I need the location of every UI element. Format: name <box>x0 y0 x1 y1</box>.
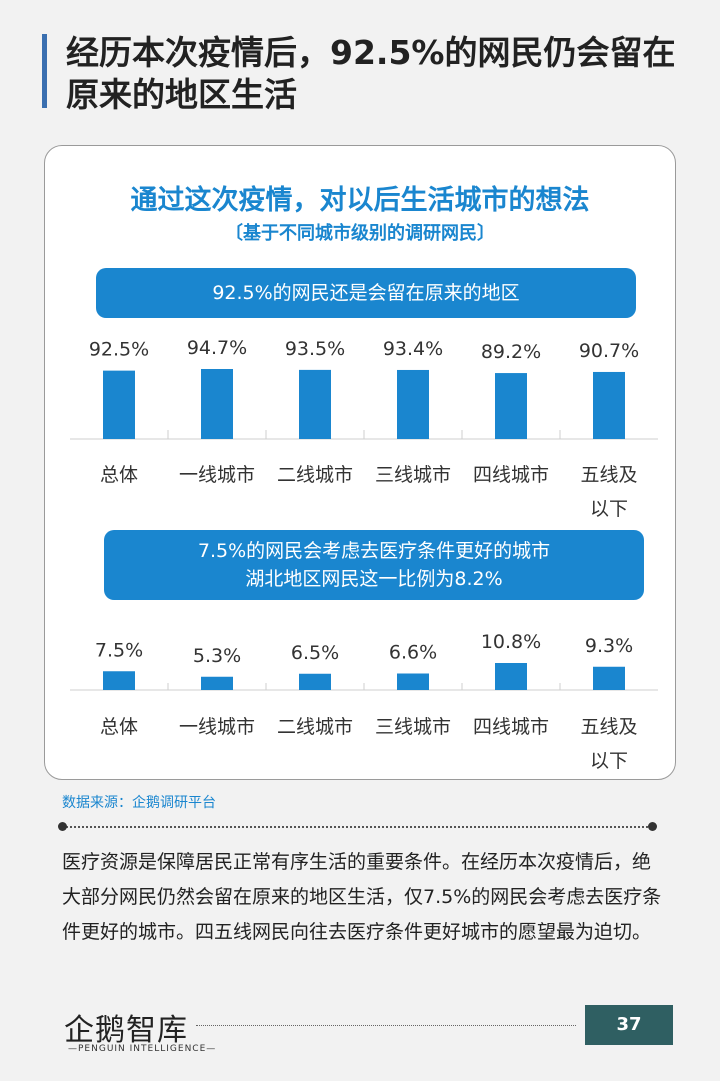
chart2-bar <box>103 671 135 690</box>
chart-title: 通过这次疫情，对以后生活城市的想法 <box>130 185 590 216</box>
divider-dot-left <box>58 822 67 831</box>
chart1-bar <box>103 370 135 439</box>
chart2-category-label: 三线城市 <box>375 716 451 738</box>
chart1-data-label: 89.2% <box>481 341 541 363</box>
move-banner-line1: 7.5%的网民会考虑去医疗条件更好的城市 <box>197 540 551 562</box>
chart1-data-label: 94.7% <box>187 337 247 359</box>
chart1-bar <box>495 373 527 439</box>
chart2-category-label: 一线城市 <box>179 716 255 738</box>
stay-banner: 92.5%的网民还是会留在原来的地区 <box>96 268 636 318</box>
chart1-category-label: 总体 <box>100 464 138 486</box>
divider-dot-right <box>648 822 657 831</box>
chart2-data-label: 10.8% <box>481 631 541 653</box>
chart2-bar <box>397 673 429 690</box>
chart2-data-label: 6.5% <box>291 642 339 664</box>
chart1-category-label: 一线城市 <box>179 464 255 486</box>
chart2-data-label: 6.6% <box>389 642 437 664</box>
chart1-category-label: 三线城市 <box>375 464 451 486</box>
move-banner: 7.5%的网民会考虑去医疗条件更好的城市 湖北地区网民这一比例为8.2% <box>104 530 644 600</box>
chart2-category-label: 以下 <box>590 750 628 772</box>
chart2-category-label: 总体 <box>100 716 138 738</box>
chart1-bar <box>201 369 233 439</box>
chart2-bar <box>495 663 527 690</box>
chart2-category-label: 二线城市 <box>277 716 353 738</box>
move-banner-line2: 湖北地区网民这一比例为8.2% <box>245 568 503 590</box>
chart-card <box>44 145 676 780</box>
page-title: 经历本次疫情后，92.5%的网民仍会留在原来的地区生活 <box>66 33 676 114</box>
chart1-bar <box>299 369 331 439</box>
title-accent-bar <box>42 34 47 108</box>
chart1-data-label: 90.7% <box>579 340 639 362</box>
chart1-bar <box>593 371 625 439</box>
data-source: 数据来源：企鹅调研平台 <box>62 795 216 811</box>
chart2-bar <box>593 666 625 690</box>
chart1-category-label: 以下 <box>590 498 628 520</box>
chart2-category-label: 五线及 <box>580 716 637 738</box>
page-number: 37 <box>585 1005 673 1045</box>
footer-divider <box>196 1025 576 1026</box>
chart1-category-label: 二线城市 <box>277 464 353 486</box>
chart1-category-label: 五线及 <box>580 464 637 486</box>
chart2-data-label: 5.3% <box>193 645 241 667</box>
chart2-bar <box>201 676 233 690</box>
logo-subtitle: —PENGUIN INTELLIGENCE— <box>68 1044 217 1054</box>
chart-subtitle: 〔基于不同城市级别的调研网民〕 <box>225 223 495 244</box>
penguin-logo: 企鹅智库 <box>64 1013 188 1048</box>
chart1-category-label: 四线城市 <box>473 464 549 486</box>
chart1-data-label: 93.5% <box>285 338 345 360</box>
chart1-data-label: 92.5% <box>89 339 149 361</box>
chart2-data-label: 7.5% <box>95 639 143 661</box>
chart2-data-label: 9.3% <box>585 635 633 657</box>
chart1-bar <box>397 369 429 439</box>
dotted-divider <box>62 826 652 828</box>
body-paragraph: 医疗资源是保障居民正常有序生活的重要条件。在经历本次疫情后，绝大部分网民仍然会留… <box>62 851 662 943</box>
chart1-data-label: 93.4% <box>383 338 443 360</box>
chart2-bar <box>299 673 331 690</box>
chart2-category-label: 四线城市 <box>473 716 549 738</box>
